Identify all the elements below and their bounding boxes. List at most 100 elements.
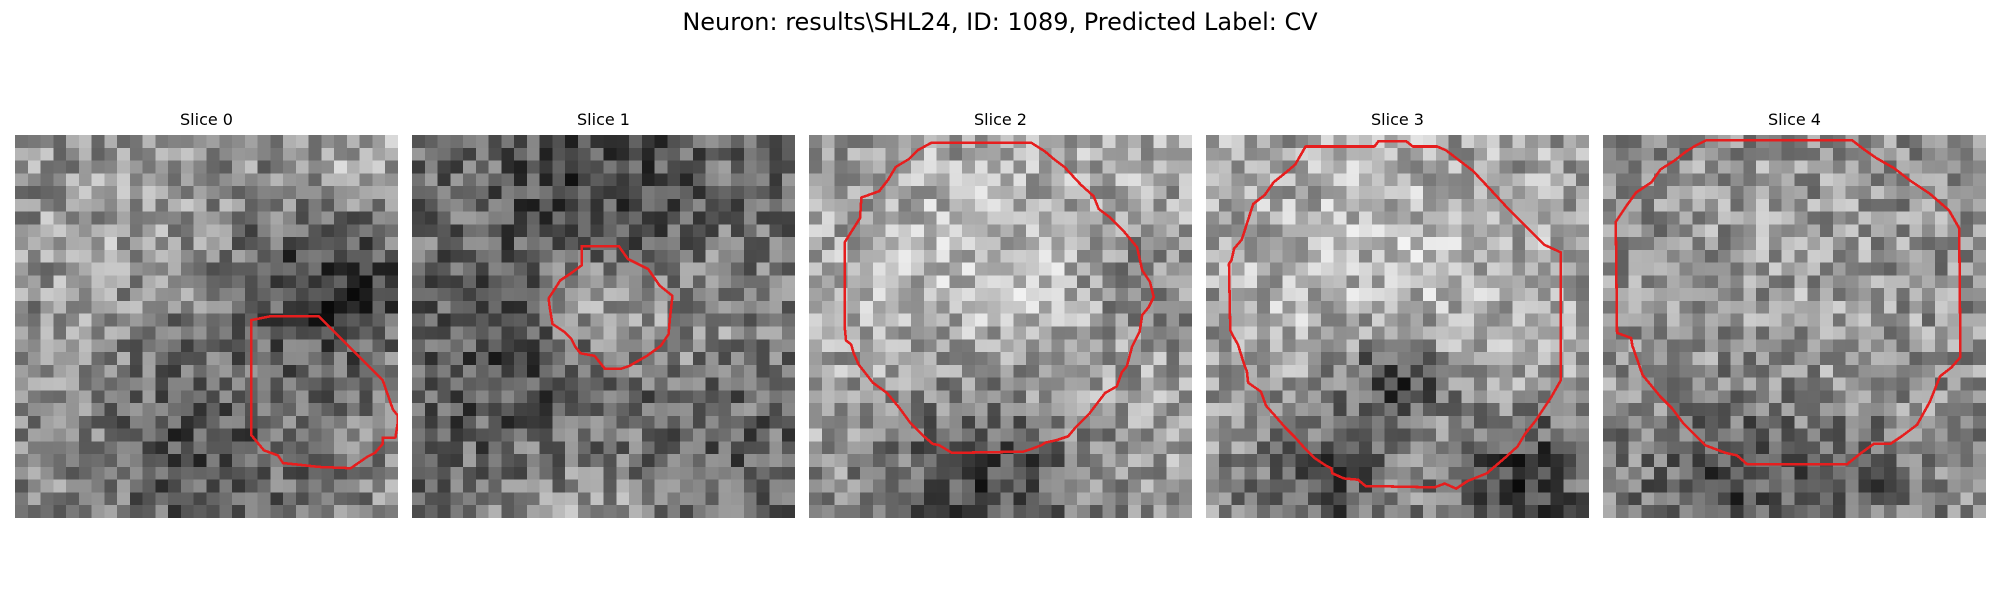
pixel	[1102, 198, 1116, 212]
pixel	[526, 211, 540, 225]
pixel	[1628, 479, 1642, 493]
pixel	[155, 428, 169, 442]
pixel	[501, 211, 515, 225]
pixel	[40, 415, 54, 429]
pixel	[1794, 186, 1808, 200]
pixel	[1397, 237, 1411, 251]
pixel	[1333, 326, 1347, 340]
pixel	[514, 339, 528, 353]
pixel	[654, 377, 668, 391]
pixel	[911, 377, 925, 391]
pixel	[1563, 313, 1577, 327]
pixel	[860, 492, 874, 506]
pixel	[346, 492, 360, 506]
pixel	[526, 262, 540, 276]
pixel	[1730, 237, 1744, 251]
pixel	[1244, 454, 1258, 468]
pixel	[1371, 173, 1385, 187]
pixel	[769, 262, 783, 276]
pixel	[898, 300, 912, 314]
pixel	[1499, 492, 1513, 506]
pixel	[1064, 262, 1078, 276]
pixel	[1960, 262, 1974, 276]
pixel	[15, 479, 29, 493]
pixel	[1051, 479, 1065, 493]
pixel	[1794, 288, 1808, 302]
pixel	[552, 364, 566, 378]
pixel	[104, 300, 118, 314]
pixel	[1320, 313, 1334, 327]
pixel	[847, 326, 861, 340]
pixel	[1435, 364, 1449, 378]
pixel	[667, 300, 681, 314]
pixel	[539, 390, 553, 404]
pixel	[1692, 326, 1706, 340]
pixel	[1641, 300, 1655, 314]
pixel	[1922, 135, 1936, 149]
pixel	[321, 428, 335, 442]
pixel	[1486, 390, 1500, 404]
pixel	[705, 428, 719, 442]
pixel	[1089, 466, 1103, 480]
pixel	[1615, 135, 1629, 149]
pixel	[437, 505, 451, 518]
pixel	[1756, 364, 1770, 378]
pixel	[1641, 377, 1655, 391]
pixel	[372, 352, 386, 366]
pixel	[718, 288, 732, 302]
pixel	[501, 186, 515, 200]
pixel	[295, 237, 309, 251]
pixel	[603, 288, 617, 302]
pixel	[1679, 377, 1693, 391]
pixel	[1269, 288, 1283, 302]
pixel	[1244, 249, 1258, 263]
pixel	[463, 441, 477, 455]
pixel	[1512, 364, 1526, 378]
pixel	[565, 466, 579, 480]
pixel	[1051, 326, 1065, 340]
pixel	[1615, 313, 1629, 327]
pixel	[372, 249, 386, 263]
pixel	[78, 211, 92, 225]
pixel	[232, 262, 246, 276]
pixel	[78, 441, 92, 455]
pixel	[1461, 454, 1475, 468]
pixel	[1140, 505, 1154, 518]
pixel	[142, 441, 156, 455]
pixel	[769, 147, 783, 161]
pixel	[1346, 479, 1360, 493]
pixel	[283, 147, 297, 161]
pixel	[1115, 479, 1129, 493]
pixel	[1384, 160, 1398, 174]
pixel	[1435, 505, 1449, 518]
pixel	[1320, 211, 1334, 225]
pixel	[1397, 249, 1411, 263]
pixel	[346, 262, 360, 276]
pixel	[193, 390, 207, 404]
pixel	[1768, 173, 1782, 187]
pixel	[488, 479, 502, 493]
pixel	[1705, 288, 1719, 302]
pixel	[1308, 377, 1322, 391]
pixel	[1679, 237, 1693, 251]
pixel	[962, 160, 976, 174]
pixel	[1295, 377, 1309, 391]
pixel	[1934, 173, 1948, 187]
pixel	[974, 403, 988, 417]
pixel	[1679, 403, 1693, 417]
pixel	[321, 505, 335, 518]
pixel	[974, 275, 988, 289]
pixel	[463, 403, 477, 417]
pixel-grid	[809, 135, 1192, 518]
pixel	[1832, 160, 1846, 174]
pixel	[450, 198, 464, 212]
pixel	[1089, 160, 1103, 174]
pixel	[104, 403, 118, 417]
pixel	[1051, 415, 1065, 429]
pixel	[475, 262, 489, 276]
pixel	[78, 224, 92, 238]
pixel	[885, 364, 899, 378]
pixel	[641, 275, 655, 289]
pixel	[847, 364, 861, 378]
pixel	[334, 160, 348, 174]
